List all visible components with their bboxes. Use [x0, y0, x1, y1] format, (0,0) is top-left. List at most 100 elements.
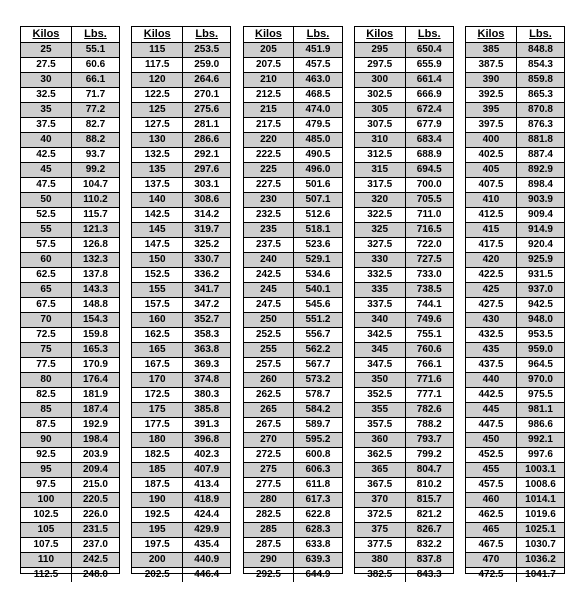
table-row: 310683.4	[355, 133, 453, 148]
cell-kilos: 365	[355, 463, 406, 477]
table-row: 352.5777.1	[355, 388, 453, 403]
cell-lbs: 1041.7	[517, 568, 564, 582]
table-row: 365804.7	[355, 463, 453, 478]
cell-kilos: 85	[21, 403, 72, 417]
cell-lbs: 237.0	[72, 538, 119, 552]
cell-kilos: 155	[132, 283, 183, 297]
table-row: 135297.6	[132, 163, 230, 178]
cell-kilos: 145	[132, 223, 183, 237]
table-row: 170374.8	[132, 373, 230, 388]
cell-kilos: 170	[132, 373, 183, 387]
cell-lbs: 55.1	[72, 43, 119, 57]
cell-lbs: 887.4	[517, 148, 564, 162]
table-row: 200440.9	[132, 553, 230, 568]
cell-lbs: 534.6	[294, 268, 341, 282]
cell-lbs: 540.1	[294, 283, 341, 297]
table-row: 305672.4	[355, 103, 453, 118]
cell-kilos: 45	[21, 163, 72, 177]
table-row: 320705.5	[355, 193, 453, 208]
cell-kilos: 110	[21, 553, 72, 567]
cell-lbs: 192.9	[72, 418, 119, 432]
table-row: 175385.8	[132, 403, 230, 418]
cell-kilos: 265	[244, 403, 295, 417]
cell-lbs: 99.2	[72, 163, 119, 177]
cell-lbs: 848.8	[517, 43, 564, 57]
cell-kilos: 150	[132, 253, 183, 267]
table-row: 342.5755.1	[355, 328, 453, 343]
table-row: 235518.1	[244, 223, 342, 238]
table-row: 145319.7	[132, 223, 230, 238]
cell-lbs: 363.8	[183, 343, 230, 357]
cell-kilos: 172.5	[132, 388, 183, 402]
cell-lbs: 501.6	[294, 178, 341, 192]
table-row: 385848.8	[466, 43, 564, 58]
cell-kilos: 445	[466, 403, 517, 417]
cell-kilos: 400	[466, 133, 517, 147]
cell-lbs: 435.4	[183, 538, 230, 552]
cell-kilos: 127.5	[132, 118, 183, 132]
cell-kilos: 455	[466, 463, 517, 477]
cell-kilos: 462.5	[466, 508, 517, 522]
table-row: 130286.6	[132, 133, 230, 148]
table-row: 267.5589.7	[244, 418, 342, 433]
table-row: 340749.6	[355, 313, 453, 328]
header-lbs: Lbs.	[72, 27, 119, 42]
cell-lbs: 997.6	[517, 448, 564, 462]
header-kilos: Kilos	[21, 27, 72, 42]
table-row: 350771.6	[355, 373, 453, 388]
cell-kilos: 90	[21, 433, 72, 447]
cell-kilos: 205	[244, 43, 295, 57]
cell-kilos: 117.5	[132, 58, 183, 72]
cell-lbs: 865.3	[517, 88, 564, 102]
table-row: 430948.0	[466, 313, 564, 328]
table-row: 395870.8	[466, 103, 564, 118]
table-row: 435959.0	[466, 343, 564, 358]
cell-lbs: 595.2	[294, 433, 341, 447]
table-row: 3577.2	[21, 103, 119, 118]
cell-kilos: 137.5	[132, 178, 183, 192]
table-row: 302.5666.9	[355, 88, 453, 103]
table-row: 412.5909.4	[466, 208, 564, 223]
cell-lbs: 198.4	[72, 433, 119, 447]
cell-lbs: 666.9	[406, 88, 453, 102]
table-row: 292.5644.9	[244, 568, 342, 582]
cell-lbs: 545.6	[294, 298, 341, 312]
cell-kilos: 357.5	[355, 418, 406, 432]
cell-lbs: 154.3	[72, 313, 119, 327]
cell-lbs: 694.5	[406, 163, 453, 177]
table-row: 137.5303.1	[132, 178, 230, 193]
table-row: 87.5192.9	[21, 418, 119, 433]
table-row: 212.5468.5	[244, 88, 342, 103]
cell-kilos: 55	[21, 223, 72, 237]
table-row: 32.571.7	[21, 88, 119, 103]
table-row: 132.5292.1	[132, 148, 230, 163]
cell-kilos: 162.5	[132, 328, 183, 342]
table-row: 275606.3	[244, 463, 342, 478]
cell-kilos: 465	[466, 523, 517, 537]
column-header: KilosLbs.	[21, 27, 119, 43]
cell-lbs: 77.2	[72, 103, 119, 117]
table-row: 70154.3	[21, 313, 119, 328]
cell-kilos: 175	[132, 403, 183, 417]
cell-kilos: 262.5	[244, 388, 295, 402]
table-row: 160352.7	[132, 313, 230, 328]
cell-lbs: 226.0	[72, 508, 119, 522]
cell-kilos: 47.5	[21, 178, 72, 192]
table-row: 330727.5	[355, 253, 453, 268]
cell-lbs: 755.1	[406, 328, 453, 342]
table-row: 105231.5	[21, 523, 119, 538]
cell-kilos: 335	[355, 283, 406, 297]
cell-kilos: 35	[21, 103, 72, 117]
cell-lbs: 782.6	[406, 403, 453, 417]
cell-lbs: 292.1	[183, 148, 230, 162]
table-row: 392.5865.3	[466, 88, 564, 103]
cell-kilos: 37.5	[21, 118, 72, 132]
table-row: 262.5578.7	[244, 388, 342, 403]
table-row: 447.5986.6	[466, 418, 564, 433]
header-kilos: Kilos	[355, 27, 406, 42]
table-row: 405892.9	[466, 163, 564, 178]
cell-kilos: 60	[21, 253, 72, 267]
table-row: 172.5380.3	[132, 388, 230, 403]
cell-lbs: 413.4	[183, 478, 230, 492]
cell-lbs: 937.0	[517, 283, 564, 297]
